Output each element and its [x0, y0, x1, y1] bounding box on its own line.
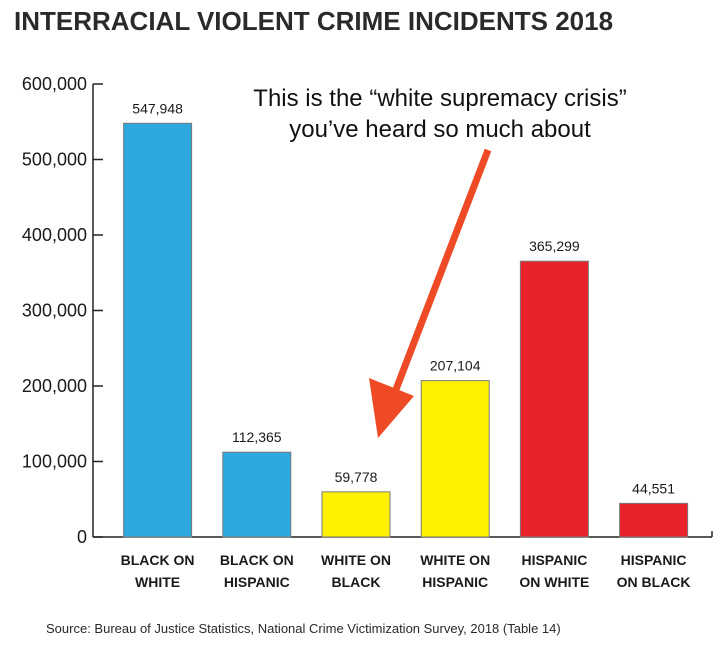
category-label: WHITE ON [321, 552, 391, 568]
bar [321, 491, 391, 538]
category-label: WHITE [135, 574, 180, 590]
category-label: HISPANIC [224, 574, 290, 590]
data-label: 365,299 [529, 238, 580, 254]
category-label: BLACK ON [121, 552, 195, 568]
bars [123, 122, 689, 538]
category-label: BLACK [332, 574, 381, 590]
category-label: HISPANIC [422, 574, 488, 590]
chart-title: INTERRACIAL VIOLENT CRIME INCIDENTS 2018 [14, 6, 613, 36]
data-label: 44,551 [632, 480, 675, 496]
y-tick-label: 300,000 [22, 301, 87, 321]
y-tick-label: 0 [77, 527, 87, 547]
y-tick-label: 200,000 [22, 376, 87, 396]
data-label: 207,104 [430, 358, 481, 374]
y-axis-ticks: 0 100,000 200,000 300,000 400,000 500,000 600,… [22, 74, 103, 547]
bar [222, 451, 292, 538]
annotation-arrow-shaft [391, 148, 492, 394]
y-tick-label: 600,000 [22, 74, 87, 94]
annotation-text-line-2: you’ve heard so much about [289, 116, 591, 143]
category-label: BLACK ON [220, 552, 294, 568]
y-tick-label: 100,000 [22, 452, 87, 472]
annotation-text-line-1: This is the “white supremacy crisis” [253, 85, 626, 112]
category-label: ON BLACK [617, 574, 691, 590]
category-label: HISPANIC [621, 552, 687, 568]
data-label: 112,365 [232, 429, 282, 445]
bar [619, 502, 689, 538]
data-labels: 547,948 112,365 59,778 207,104 365,299 44,551 [132, 100, 675, 496]
y-tick-label: 400,000 [22, 225, 87, 245]
annotation-arrow-head [369, 378, 414, 438]
data-label: 547,948 [132, 100, 183, 116]
x-axis-category-labels: BLACK ON WHITE BLACK ON HISPANIC WHITE ON BLA… [121, 552, 691, 590]
annotation: This is the “white supremacy crisis” you’… [253, 85, 627, 438]
bar [123, 122, 193, 538]
bar [519, 260, 589, 538]
data-label: 59,778 [335, 469, 378, 485]
category-label: ON WHITE [519, 574, 589, 590]
source-note: Source: Bureau of Justice Statistics, Na… [46, 621, 561, 636]
category-label: WHITE ON [420, 552, 490, 568]
category-label: HISPANIC [521, 552, 587, 568]
y-tick-label: 500,000 [22, 150, 87, 170]
bar [420, 380, 490, 538]
